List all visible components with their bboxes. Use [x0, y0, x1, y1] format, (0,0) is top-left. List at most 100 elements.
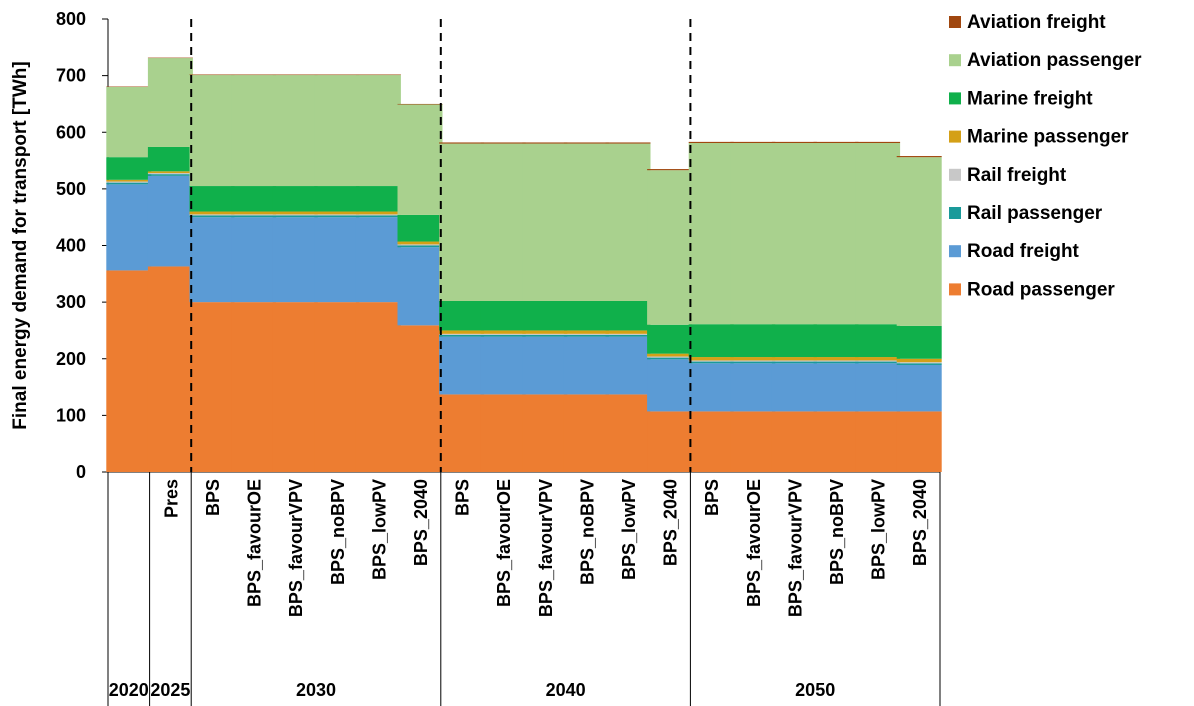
- bar-segment: [688, 360, 734, 362]
- bar-segment: [605, 333, 651, 335]
- bar-segment: [688, 357, 734, 361]
- bar-segment: [439, 334, 485, 337]
- bar-segment: [231, 215, 277, 218]
- bar-segment: [730, 357, 776, 361]
- bar-segment: [397, 214, 443, 242]
- bar-segment: [896, 364, 942, 412]
- bar-segment: [480, 394, 526, 472]
- bar-segment: [688, 143, 734, 325]
- bar-segment: [439, 143, 485, 301]
- bar-segment: [730, 143, 776, 325]
- y-tick-label: 800: [56, 9, 86, 29]
- bar-segment: [563, 336, 609, 395]
- bar-segment: [189, 217, 235, 303]
- bar-segment: [397, 103, 443, 105]
- category-tick-label: BPS_favourVPV: [536, 479, 556, 617]
- bar-segment: [231, 75, 277, 187]
- bar-segment: [439, 330, 485, 334]
- category-tick-label: BPS_noBPV: [328, 479, 348, 585]
- bar-segment: [397, 104, 443, 215]
- bar-segment: [397, 241, 443, 245]
- bar-segment: [355, 302, 401, 472]
- bar-segment: [397, 244, 443, 246]
- bar-segment: [688, 363, 734, 412]
- bar-segment: [480, 300, 526, 331]
- bar-segment: [605, 142, 651, 144]
- bar-segment: [855, 411, 901, 472]
- bar-segment: [688, 324, 734, 358]
- y-tick-label: 600: [56, 122, 86, 142]
- bar-segment: [231, 302, 277, 472]
- bar-segment: [189, 75, 235, 187]
- bar-segment: [771, 363, 817, 412]
- bar-segment: [272, 211, 318, 215]
- legend-label: Road passenger: [967, 279, 1115, 300]
- bar-segment: [522, 142, 568, 144]
- bar-segment: [813, 141, 859, 144]
- category-tick-label: BPS_lowPV: [869, 479, 889, 580]
- bar-segment: [563, 300, 609, 331]
- bar-segment: [147, 175, 193, 267]
- bar-segment: [522, 330, 568, 334]
- bar-segment: [688, 361, 734, 364]
- bar-segment: [730, 363, 776, 412]
- bar-segment: [647, 356, 693, 358]
- bar-segment: [147, 58, 193, 147]
- category-tick-label: BPS_favourVPV: [286, 479, 306, 617]
- bar-segment: [480, 334, 526, 337]
- bar-segment: [272, 75, 318, 187]
- bar-segment: [480, 336, 526, 395]
- bar-segment: [563, 143, 609, 301]
- legend: Aviation freight Aviation passenger Marine…: [949, 12, 1142, 300]
- bar-segment: [189, 302, 235, 472]
- bar-segment: [439, 142, 485, 144]
- bar-segment: [771, 411, 817, 472]
- bar-segment: [397, 247, 443, 326]
- bar-segment: [480, 142, 526, 144]
- bar-segment: [397, 245, 443, 248]
- category-axis: Pres BPS BPS_favourOE BPS_favourVPV BPS_noBP…: [107, 472, 941, 706]
- legend-swatch: [949, 168, 961, 181]
- legend-label: Rail freight: [967, 165, 1067, 186]
- category-tick-label: BPS_favourOE: [245, 479, 265, 607]
- legend-swatch: [949, 283, 961, 296]
- bar-segment: [688, 141, 734, 144]
- bar-segment: [855, 360, 901, 362]
- bar-segment: [771, 143, 817, 325]
- bar-segment: [106, 184, 152, 271]
- bar-segment: [314, 186, 360, 212]
- bar-segment: [896, 156, 942, 158]
- bar-segment: [355, 214, 401, 216]
- bar-segment: [813, 143, 859, 325]
- bar-segment: [355, 74, 401, 76]
- bar-segment: [355, 215, 401, 218]
- bar-segment: [813, 361, 859, 364]
- bar-segment: [189, 215, 235, 218]
- category-tick-label: BPS_2040: [661, 479, 681, 566]
- bar-segment: [813, 324, 859, 358]
- legend-label: Aviation passenger: [967, 50, 1142, 71]
- bar-segment: [439, 333, 485, 335]
- bar-segment: [314, 217, 360, 303]
- bar-segment: [231, 186, 277, 212]
- category-tick-label: BPS_lowPV: [369, 479, 389, 580]
- bar-segment: [106, 86, 152, 158]
- bar-segment: [813, 411, 859, 472]
- bar-segment: [355, 186, 401, 212]
- bar-segment: [272, 74, 318, 76]
- category-tick-label: BPS_favourOE: [494, 479, 514, 607]
- y-tick-label: 100: [56, 405, 86, 425]
- bar-segment: [855, 143, 901, 325]
- bar-segment: [106, 182, 152, 185]
- group-label: 2030: [296, 680, 336, 700]
- bar-segment: [314, 74, 360, 76]
- bar-segment: [106, 157, 152, 180]
- bar-segment: [314, 215, 360, 218]
- y-axis-title: Final energy demand for transport [TWh]: [10, 61, 31, 429]
- bar-segment: [355, 217, 401, 303]
- bar-segment: [647, 357, 693, 360]
- bar-segment: [106, 270, 152, 472]
- bar-segment: [480, 330, 526, 334]
- bar-segment: [314, 214, 360, 216]
